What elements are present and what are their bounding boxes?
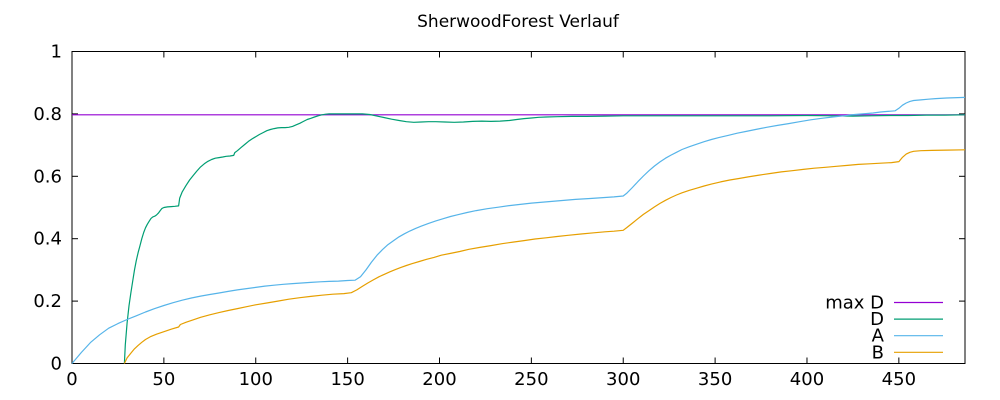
y-tick-label: 0.8 bbox=[33, 104, 62, 125]
legend-label-B: B bbox=[872, 342, 884, 363]
y-tick-label: 0.6 bbox=[33, 166, 62, 187]
legend-label-D: D bbox=[870, 309, 884, 330]
x-tick-label: 400 bbox=[790, 369, 824, 390]
x-tick-label: 0 bbox=[66, 369, 77, 390]
x-tick-label: 150 bbox=[330, 369, 364, 390]
y-tick-label: 0.2 bbox=[33, 291, 62, 312]
y-tick-label: 0.4 bbox=[33, 229, 62, 250]
series-line-D bbox=[123, 113, 966, 364]
x-tick-label: 350 bbox=[698, 369, 732, 390]
chart-title: SherwoodForest Verlauf bbox=[417, 12, 620, 32]
legend-label-max-D: max D bbox=[825, 293, 884, 314]
x-tick-label: 100 bbox=[239, 369, 273, 390]
series-line-A bbox=[71, 96, 966, 364]
x-tick-label: 50 bbox=[152, 369, 175, 390]
y-tick-label: 0 bbox=[51, 354, 62, 375]
x-tick-label: 300 bbox=[606, 369, 640, 390]
plot-border bbox=[71, 51, 966, 364]
x-tick-label: 200 bbox=[422, 369, 456, 390]
x-tick-label: 250 bbox=[514, 369, 548, 390]
y-tick-label: 1 bbox=[51, 42, 62, 63]
legend-label-A: A bbox=[872, 326, 885, 347]
x-tick-label: 450 bbox=[882, 369, 916, 390]
series-line-B bbox=[123, 149, 966, 364]
